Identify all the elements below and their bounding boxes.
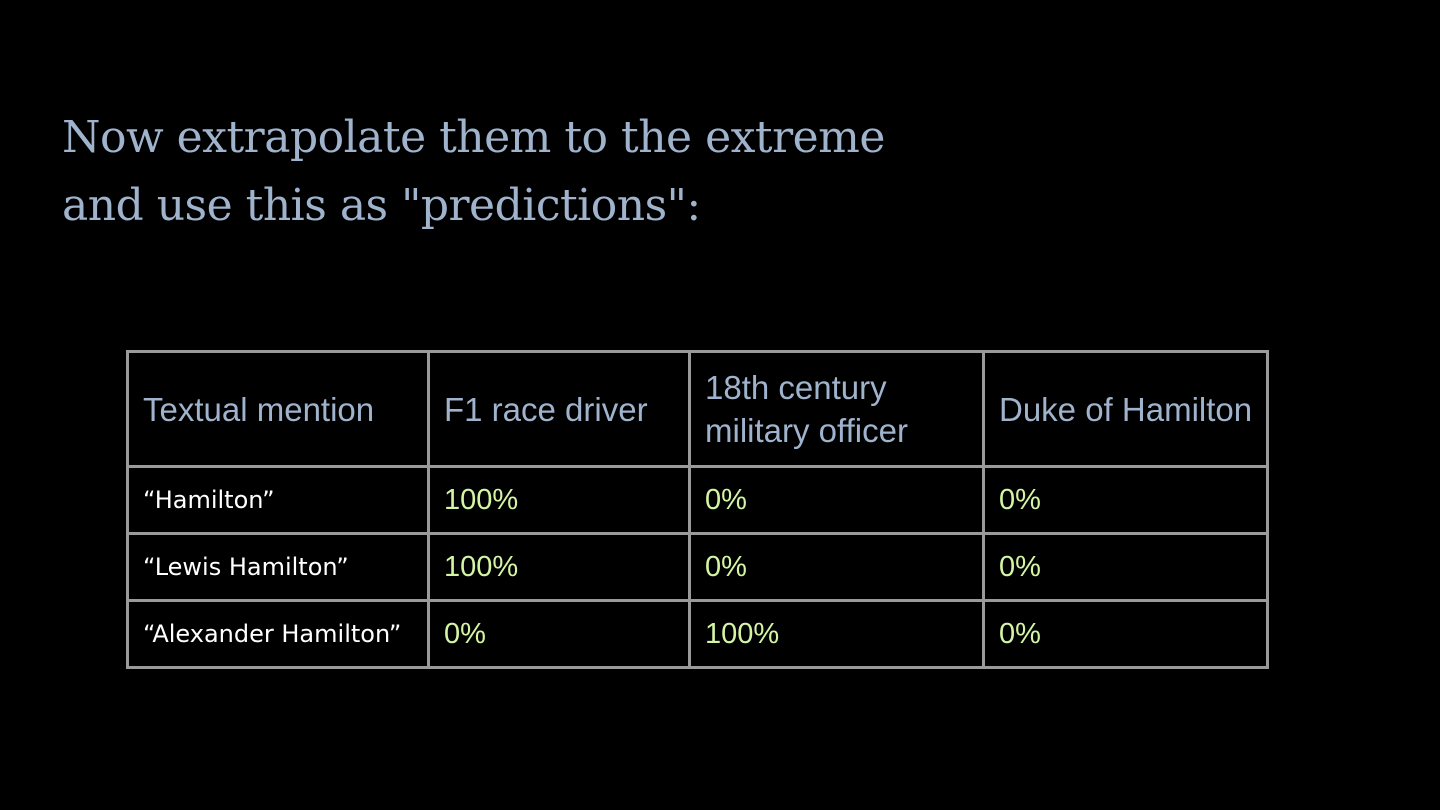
header-f1-race-driver: F1 race driver — [427, 350, 691, 468]
header-textual-mention: Textual mention — [126, 350, 430, 468]
row-label: “Hamilton” — [126, 465, 430, 535]
row-label: “Alexander Hamilton” — [126, 599, 430, 669]
value-cell: 0% — [982, 599, 1269, 669]
slide-title-line-2: and use this as "predictions": — [62, 180, 701, 231]
predictions-table: Textual mention F1 race driver 18th cent… — [126, 350, 1269, 669]
value-cell: 100% — [427, 465, 691, 535]
value-cell: 0% — [427, 599, 691, 669]
table-row: “Lewis Hamilton” 100% 0% 0% — [126, 532, 1269, 602]
table-header-row: Textual mention F1 race driver 18th cent… — [126, 350, 1269, 468]
value-cell: 0% — [688, 465, 985, 535]
value-cell: 0% — [982, 532, 1269, 602]
value-cell: 0% — [982, 465, 1269, 535]
table-row: “Alexander Hamilton” 0% 100% 0% — [126, 599, 1269, 669]
header-duke-of-hamilton: Duke of Hamilton — [982, 350, 1269, 468]
table-row: “Hamilton” 100% 0% 0% — [126, 465, 1269, 535]
value-cell: 100% — [688, 599, 985, 669]
slide-title-line-1: Now extrapolate them to the extreme — [62, 112, 885, 163]
row-label: “Lewis Hamilton” — [126, 532, 430, 602]
header-military-officer: 18th century military officer — [688, 350, 985, 468]
value-cell: 100% — [427, 532, 691, 602]
slide-title: Now extrapolate them to the extreme and … — [62, 104, 885, 240]
value-cell: 0% — [688, 532, 985, 602]
